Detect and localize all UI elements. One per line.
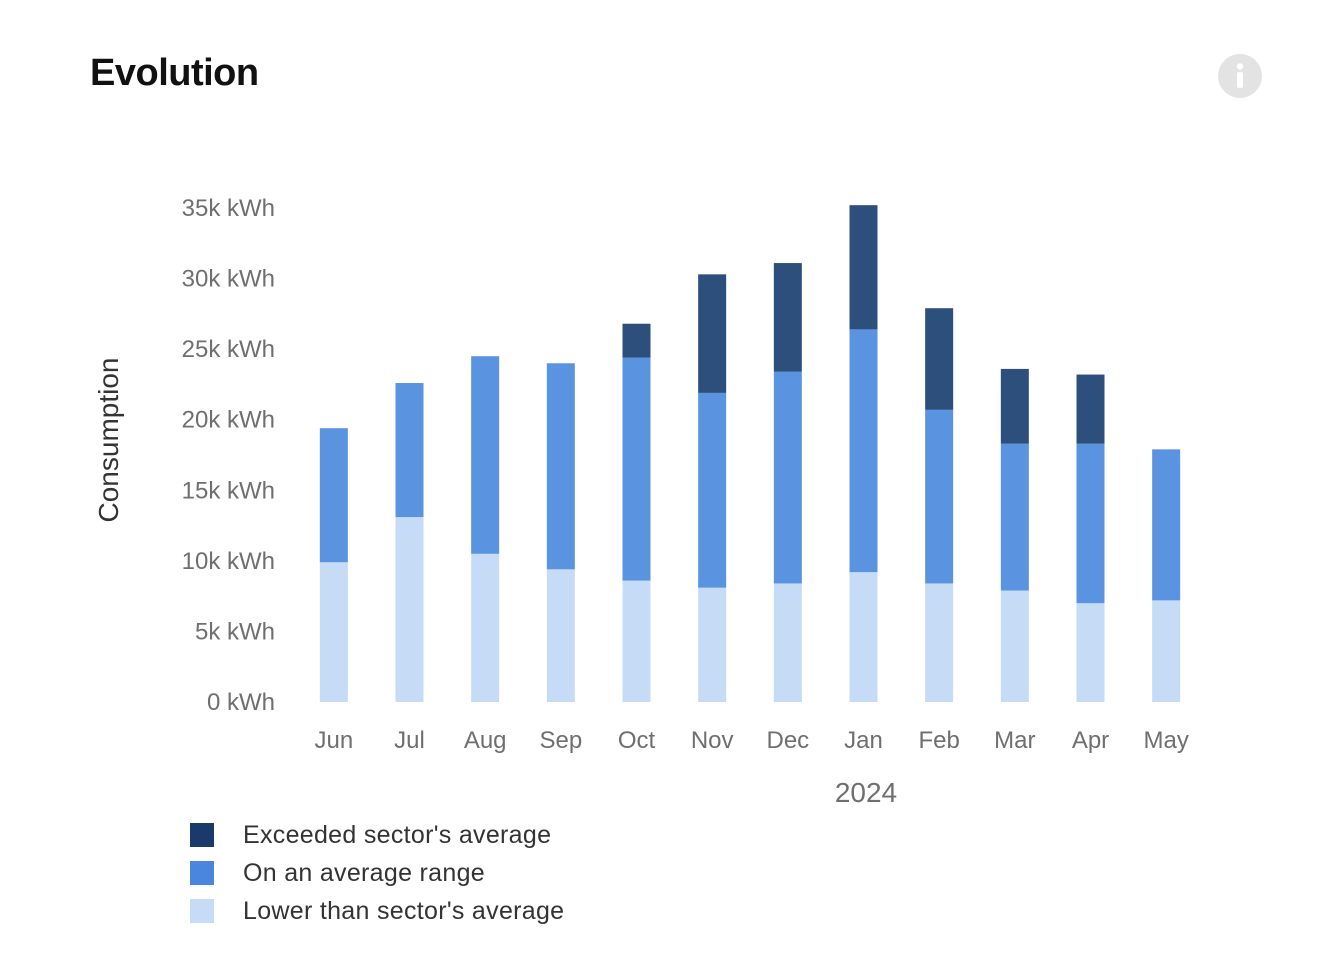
legend-label-exceeded: Exceeded sector's average: [243, 820, 552, 849]
bar-segment-exceeded[interactable]: [1076, 374, 1105, 444]
x-tick-label: May: [1143, 727, 1188, 754]
bars-group: [319, 205, 1181, 702]
bar-segment-lower[interactable]: [622, 580, 651, 702]
bar-segment-average[interactable]: [546, 363, 575, 570]
bar-segment-lower[interactable]: [546, 569, 575, 702]
legend: Exceeded sector's average On an average …: [190, 816, 564, 930]
bar-segment-lower[interactable]: [773, 583, 802, 702]
bar-segment-average[interactable]: [849, 329, 878, 573]
bar-segment-exceeded[interactable]: [622, 323, 651, 358]
bar-segment-lower[interactable]: [698, 587, 727, 702]
bar-segment-exceeded[interactable]: [925, 308, 954, 410]
y-axis-ticks: 0 kWh 5k kWh 10k kWh 15k kWh 20k kWh 25k kWh 3…: [182, 195, 275, 716]
y-tick-label: 10k kWh: [182, 548, 275, 575]
bar-segment-average[interactable]: [1152, 449, 1181, 601]
legend-item-average[interactable]: On an average range: [190, 854, 564, 892]
x-axis-year-label: 2024: [835, 777, 897, 808]
legend-swatch-lower: [190, 899, 214, 923]
y-tick-label: 15k kWh: [182, 477, 275, 504]
legend-label-average: On an average range: [243, 858, 485, 887]
x-tick-label: Oct: [618, 727, 656, 754]
y-tick-label: 30k kWh: [182, 266, 275, 293]
legend-label-lower: Lower than sector's average: [243, 896, 565, 925]
bar-segment-average[interactable]: [925, 409, 954, 584]
stacked-bar-chart: 0 kWh 5k kWh 10k kWh 15k kWh 20k kWh 25k kWh 3…: [93, 195, 1189, 808]
bar-segment-lower[interactable]: [319, 562, 348, 702]
x-tick-label: Dec: [766, 727, 809, 754]
x-tick-label: Mar: [994, 727, 1035, 754]
bar-segment-exceeded[interactable]: [773, 263, 802, 372]
bar-segment-lower[interactable]: [925, 583, 954, 702]
bar-segment-lower[interactable]: [395, 517, 424, 702]
bar-segment-average[interactable]: [622, 357, 651, 581]
x-tick-label: Feb: [918, 727, 959, 754]
x-tick-label: Jun: [314, 727, 353, 754]
x-tick-label: Jul: [394, 727, 425, 754]
bar-segment-lower[interactable]: [1076, 603, 1105, 702]
y-tick-label: 20k kWh: [182, 407, 275, 434]
x-axis-ticks: Jun Jul Aug Sep Oct Nov Dec Jan Feb Mar Apr May: [314, 727, 1188, 754]
bar-segment-average[interactable]: [395, 383, 424, 518]
bar-segment-average[interactable]: [773, 371, 802, 584]
bar-segment-lower[interactable]: [849, 572, 878, 702]
legend-swatch-exceeded: [190, 823, 214, 847]
bar-segment-lower[interactable]: [1000, 590, 1029, 702]
bar-segment-average[interactable]: [471, 356, 500, 554]
info-button[interactable]: [1218, 54, 1262, 98]
x-tick-label: Apr: [1072, 727, 1109, 754]
legend-swatch-average: [190, 861, 214, 885]
legend-item-lower[interactable]: Lower than sector's average: [190, 892, 564, 930]
info-icon: [1236, 63, 1244, 88]
bar-segment-average[interactable]: [1076, 443, 1105, 604]
bar-segment-exceeded[interactable]: [1000, 368, 1029, 444]
y-axis-title: Consumption: [93, 358, 124, 523]
y-tick-label: 5k kWh: [195, 618, 275, 645]
x-tick-label: Sep: [539, 727, 582, 754]
bar-segment-lower[interactable]: [1152, 600, 1181, 702]
legend-item-exceeded[interactable]: Exceeded sector's average: [190, 816, 564, 854]
bar-segment-average[interactable]: [1000, 443, 1029, 591]
y-tick-label: 35k kWh: [182, 195, 275, 222]
x-tick-label: Aug: [464, 727, 507, 754]
bar-segment-exceeded[interactable]: [849, 205, 878, 330]
y-tick-label: 0 kWh: [207, 689, 275, 716]
bar-segment-average[interactable]: [698, 392, 727, 588]
x-tick-label: Jan: [844, 727, 883, 754]
chart-title: Evolution: [90, 52, 259, 94]
bar-segment-average[interactable]: [319, 428, 348, 563]
y-tick-label: 25k kWh: [182, 336, 275, 363]
x-tick-label: Nov: [691, 727, 734, 754]
bar-segment-exceeded[interactable]: [698, 274, 727, 393]
bar-segment-lower[interactable]: [471, 553, 500, 702]
